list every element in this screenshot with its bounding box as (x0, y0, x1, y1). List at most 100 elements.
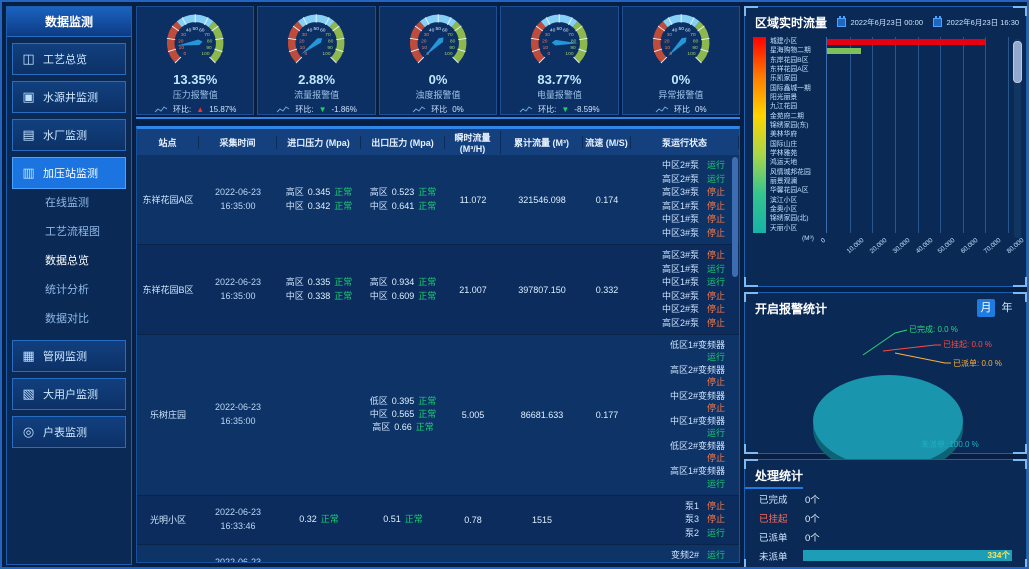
toggle-year[interactable]: 年 (1001, 302, 1013, 314)
pie-label-suspended: 已挂起: 0.0 % (943, 340, 992, 349)
pump-name: 泵2 (684, 527, 699, 538)
date-to-picker[interactable]: 2022年6月23日 16:30 (933, 16, 1020, 28)
sidebar-subitem[interactable]: 数据对比 (45, 313, 89, 325)
flow-category-label: 阳光丽景 (770, 93, 798, 101)
svg-text:100: 100 (687, 51, 695, 57)
svg-text:100: 100 (566, 51, 574, 57)
pump-name: 高区2#变频器 (669, 365, 725, 376)
pump-status-item: 中区1#泵 运行 (631, 276, 725, 290)
pressure-value: 0.335 (307, 277, 331, 288)
table-row[interactable]: 乐树庄园 2022-06-23 16:35:00 低区 0.395 正常 中区 0.565 正常… (137, 335, 739, 496)
inlet-pressure-cell: 高区 0.345 正常 中区 0.342 正常 (277, 186, 361, 212)
svg-text:40: 40 (186, 28, 192, 34)
pump-status-item: 高区3#泵 停止 (631, 186, 725, 200)
gauge-trend: 环比: ▼ -1.86% (258, 104, 374, 115)
table-scrollbar[interactable] (732, 157, 738, 277)
pressure-status: 正常 (418, 409, 437, 420)
sidebar-item-process-overview[interactable]: ◫ 工艺总览 (12, 43, 126, 75)
sidebar-subitem[interactable]: 统计分析 (45, 284, 89, 296)
svg-text:20: 20 (421, 38, 427, 44)
svg-text:100: 100 (323, 51, 331, 57)
table-row[interactable]: 东祥花园B区 2022-06-23 16:35:00 高区 0.335 正常 中区 0.338… (137, 245, 739, 335)
outlet-pressure-cell: 高区 0.523 正常 中区 0.641 正常 (361, 186, 445, 212)
sidebar-item-water-plant[interactable]: ▤ 水厂监测 (12, 119, 126, 151)
svg-text:70: 70 (326, 32, 332, 38)
pump-name: 中区2#变频器 (669, 390, 725, 401)
pump-state: 停止 (706, 250, 725, 260)
sidebar-item-source-well[interactable]: ▣ 水源井监测 (12, 81, 126, 113)
pump-name: 高区2#泵 (661, 173, 699, 184)
pressure-value: 0.934 (391, 277, 415, 288)
table-header-cell: 泵运行状态 (631, 135, 739, 149)
pump-status-item: 泵2 运行 (631, 527, 725, 541)
svg-text:20: 20 (664, 38, 670, 44)
sidebar-item-large-user[interactable]: ▧ 大用户监测 (12, 378, 126, 410)
sidebar-item-label: 户表监测 (43, 427, 87, 439)
table-row[interactable]: 学林雅苑2022-06-2316:23:120.32正常0.50正常017257… (137, 545, 739, 562)
pressure-region: 高区 (372, 422, 391, 433)
meter-icon: ◎ (22, 424, 35, 439)
pressure-status: 正常 (418, 200, 437, 211)
sidebar-item-booster-station[interactable]: ▥ 加压站监测 (12, 157, 126, 189)
flow-category-label: 东岸花园B区 (770, 56, 809, 64)
svg-text:80: 80 (571, 38, 577, 44)
process-row-suspended: 已挂起 0个 (759, 513, 820, 525)
pump-name: 中区1#泵 (661, 214, 699, 224)
sidebar-item-label: 工艺总览 (43, 54, 87, 66)
sidebar-item-label: 加压站监测 (43, 168, 98, 180)
pump-name: 泵1 (684, 500, 699, 511)
sidebar-subitem[interactable]: 在线监测 (45, 197, 89, 209)
sidebar-item-meter[interactable]: ◎ 户表监测 (12, 416, 126, 448)
station-table-panel: 站点 采集时间 进口压力 (Mpa) 出口压力 (Mpa) 瞬时流量 (M³/H) 累计流… (136, 126, 740, 563)
x-tick-label: 40,000 (914, 237, 935, 256)
pump-status-item: 高区1#泵 停止 (631, 200, 725, 214)
pressure-reading: 低区 0.395 正常 (361, 395, 445, 408)
flow-category-label: 城建小区 (770, 38, 798, 45)
pump-state: 停止 (706, 200, 725, 211)
undispatched-progress-bar: 334个 (803, 550, 1012, 561)
trend-value: 0% (452, 105, 464, 114)
gauge-label: 压力报警值 (172, 90, 218, 100)
gauge-needle (551, 39, 579, 46)
svg-text:80: 80 (207, 38, 213, 44)
process-overview-icon: ◫ (22, 51, 35, 66)
gauge-value: 13.35% (173, 72, 218, 87)
svg-text:90: 90 (449, 45, 455, 51)
trend-value: 0% (695, 105, 707, 114)
pump-state: 停止 (706, 402, 725, 413)
date-from-picker[interactable]: 2022年6月23日 00:00 (837, 16, 923, 28)
pressure-value: 0.345 (307, 187, 331, 198)
pump-name: 高区1#泵 (661, 263, 699, 274)
sidebar-subitem[interactable]: 工艺流程图 (45, 226, 100, 238)
table-row[interactable]: 光明小区 2022-06-23 16:33:46 0.32 正常 0.51 正常 0.78 15… (137, 495, 739, 546)
gauge-value: 0% (428, 72, 448, 87)
svg-text:10: 10 (300, 45, 306, 51)
pump-state: 运行 (706, 173, 725, 184)
flow-category-label: 乐凯家园 (770, 75, 798, 83)
sidebar-subitem[interactable]: 数据总览 (45, 255, 89, 267)
x-axis-unit: (M³) (802, 235, 814, 242)
trend-icon (412, 105, 426, 112)
undispatched-count: 334个 (987, 550, 1010, 560)
flow-bar (827, 38, 986, 45)
pump-state: 停止 (706, 377, 725, 388)
svg-text:90: 90 (206, 45, 212, 51)
pump-name: 泵3 (684, 514, 699, 525)
pump-status-item: 泵3 停止 (631, 513, 725, 527)
svg-text:50: 50 (678, 26, 684, 32)
gauge-trend: 环比: ▼ -8.59% (501, 104, 617, 115)
toggle-month[interactable]: 月 (976, 299, 995, 317)
pressure-reading: 高区 0.345 正常 (277, 186, 361, 199)
gridline (1008, 37, 1009, 233)
date-to-value: 2022年6月23日 16:30 (946, 18, 1020, 28)
gridline (894, 37, 896, 233)
table-row[interactable]: 东祥花园A区 2022-06-23 16:35:00 高区 0.345 正常 中区 0.342… (137, 155, 739, 245)
svg-text:70: 70 (447, 32, 453, 38)
pressure-status: 正常 (418, 277, 437, 288)
sidebar-item-pipe-network[interactable]: ▦ 管网监测 (12, 340, 126, 372)
flow-chart-scrollbar[interactable] (1013, 41, 1022, 83)
sidebar-title: 数据监测 (7, 7, 131, 37)
pressure-reading: 中区 0.609 正常 (361, 290, 445, 303)
trend-label: 环比: (173, 105, 192, 114)
pump-name: 高区1#泵 (661, 200, 699, 211)
